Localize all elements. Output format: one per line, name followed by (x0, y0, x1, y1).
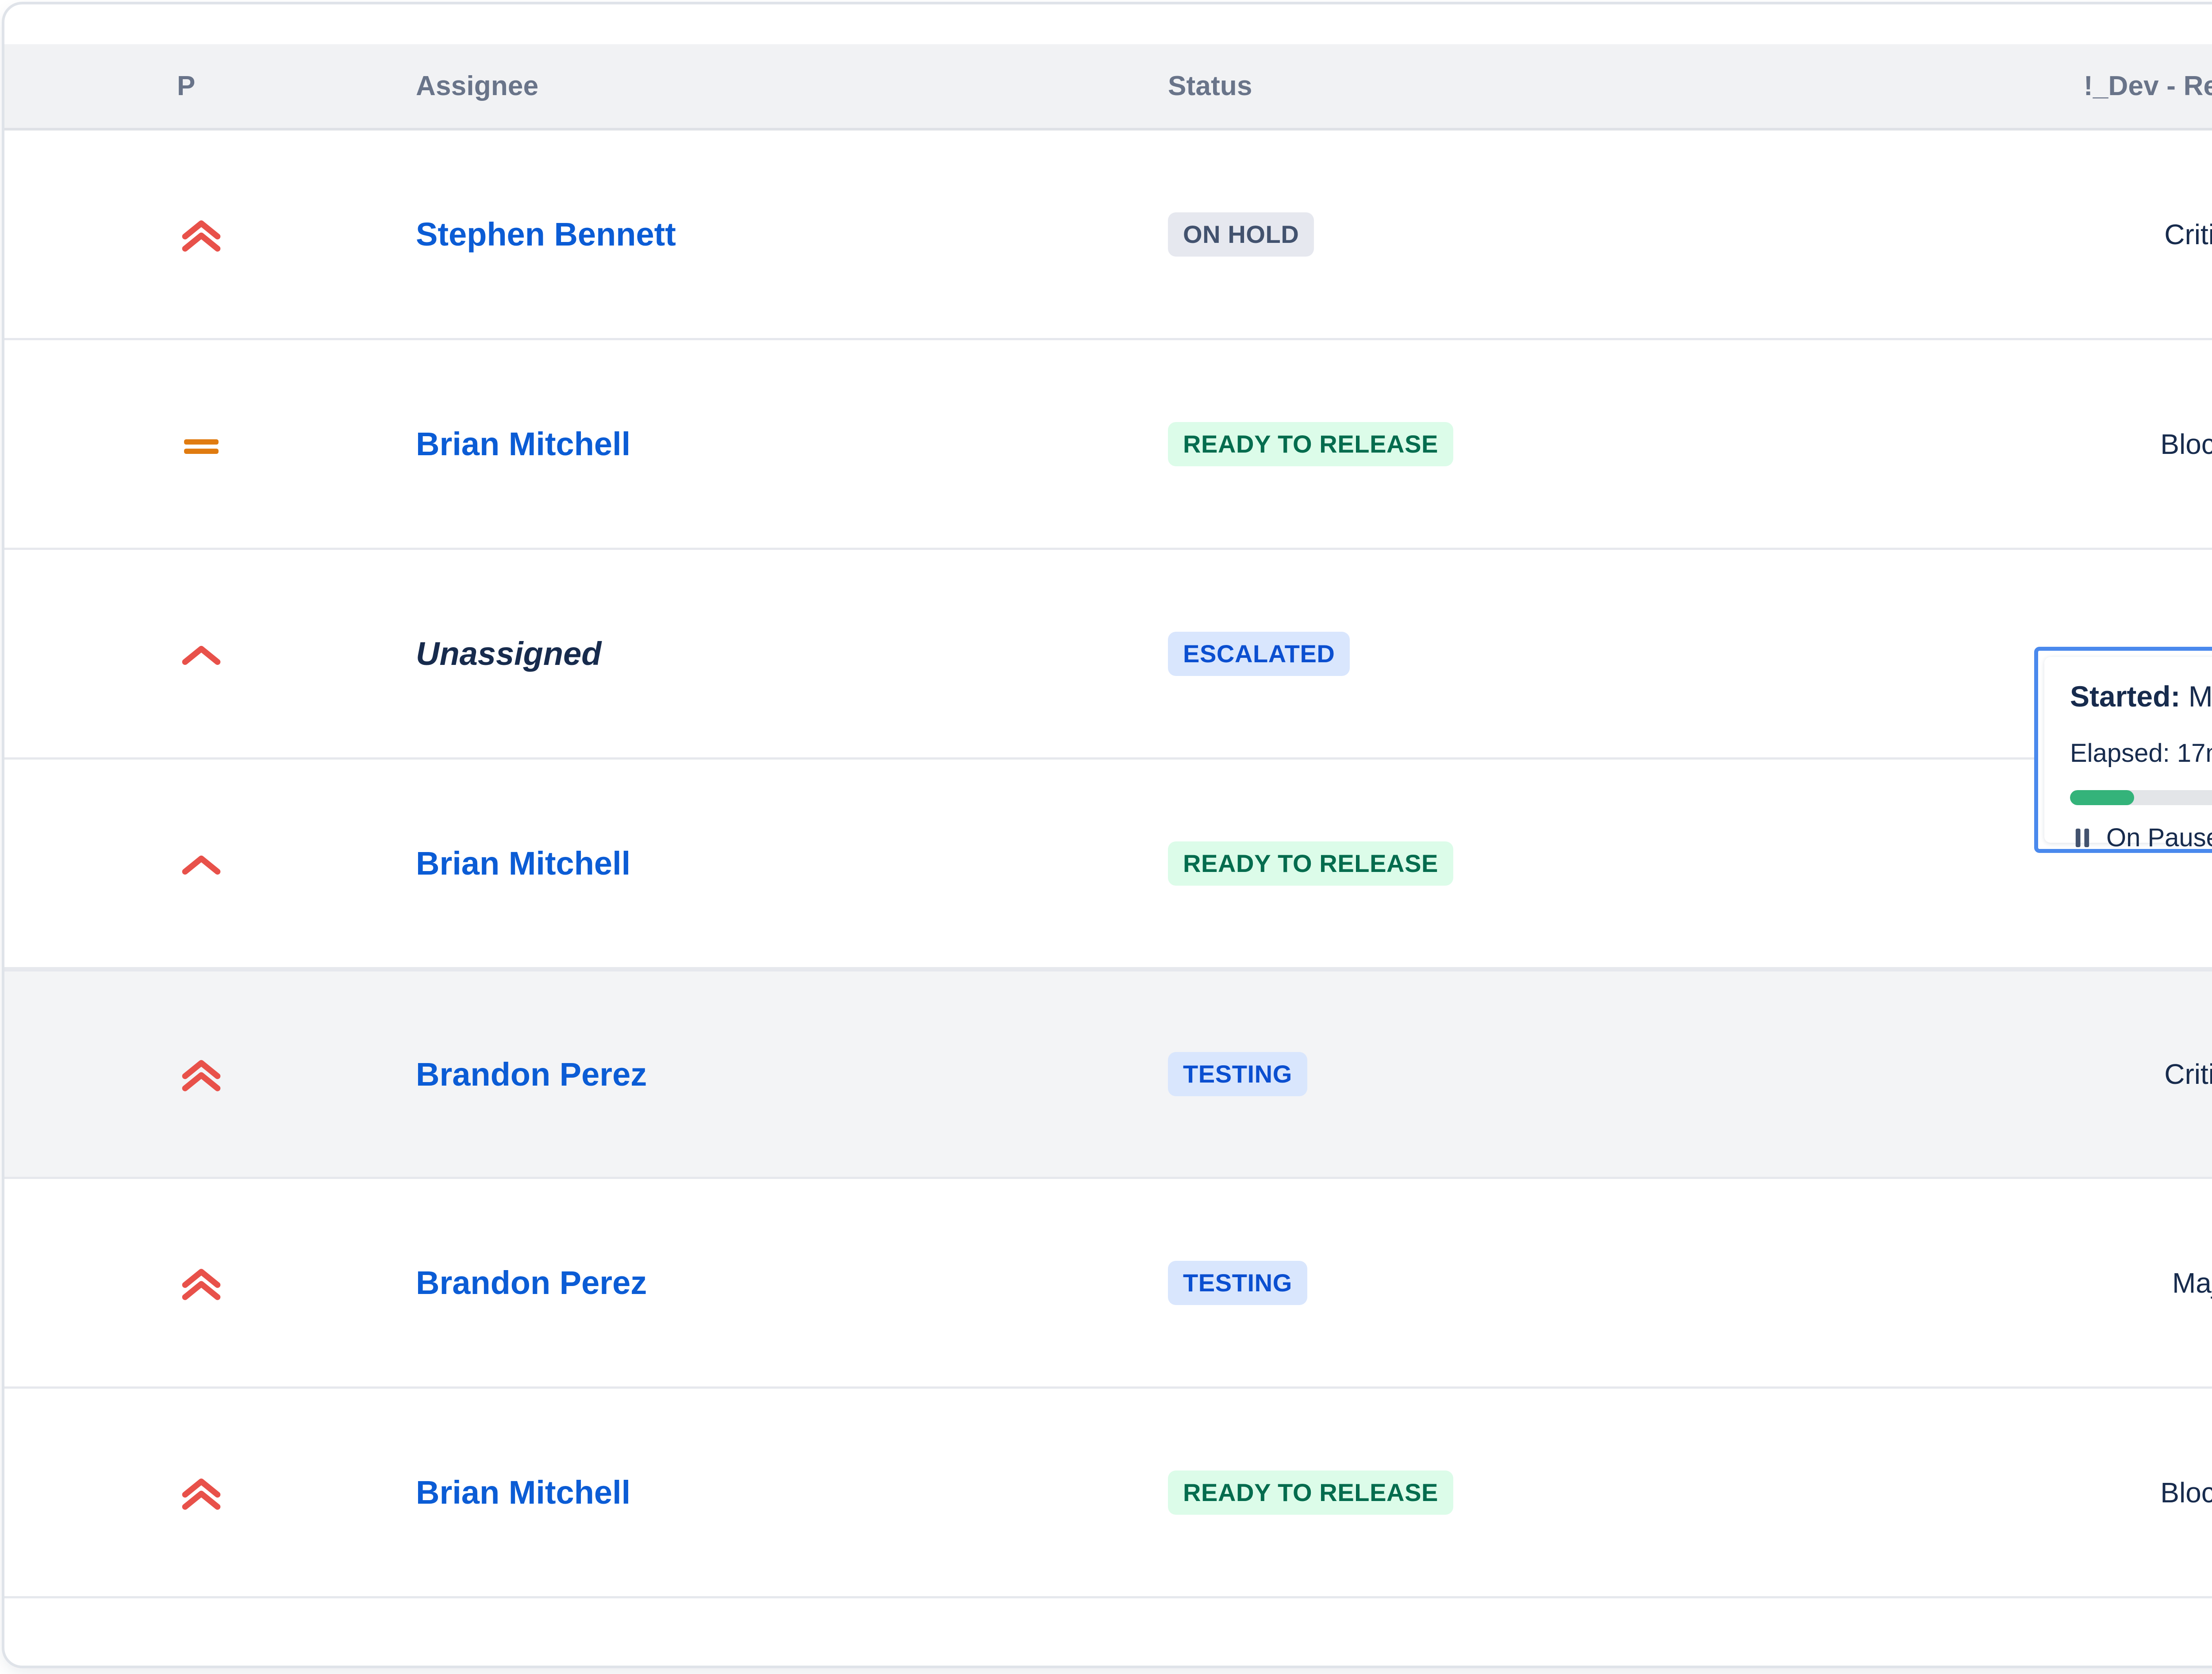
chevrons-up-icon (182, 1478, 221, 1510)
resolution-level-label: Critical (2164, 218, 2212, 250)
status-badge[interactable]: TESTING (1168, 1052, 1307, 1096)
status-badge[interactable]: READY TO RELEASE (1168, 422, 1453, 466)
cell-resolution-time: Critical2h 12m (2044, 131, 2212, 338)
table-row[interactable]: Brian Mitchell READY TO RELEASE (4, 760, 2212, 969)
popup-started-value: May 21, 2025, at 10:53 AM (2188, 680, 2212, 713)
assignee-link[interactable]: Brian Mitchell (416, 1474, 631, 1511)
cell-resolution-time: Major3h 12m (2044, 1179, 2212, 1386)
cell-priority (4, 131, 354, 338)
cell-status: READY TO RELEASE (1168, 760, 2044, 967)
cell-priority (4, 1179, 354, 1386)
assignee-link[interactable]: Brian Mitchell (416, 426, 631, 462)
cell-assignee: Brian Mitchell (354, 340, 1168, 548)
status-badge[interactable]: READY TO RELEASE (1168, 1470, 1453, 1515)
assignee-link[interactable]: Unassigned (416, 635, 602, 672)
chevron-up-icon (182, 645, 221, 665)
status-badge[interactable]: ESCALATED (1168, 631, 1350, 676)
cell-status: ESCALATED (1168, 550, 2044, 757)
table-row[interactable]: Brandon Perez TESTING Critical2h 12m (4, 969, 2212, 1179)
popup-started-label: Started: (2070, 680, 2181, 713)
popup-progress-bar (2070, 790, 2212, 805)
cell-resolution-time: Blocker1h 26m (2044, 1389, 2212, 1596)
popup-progress-fill (2070, 790, 2135, 805)
column-header-assignee[interactable]: Assignee (416, 71, 539, 101)
resolution-level-label: Critical (2164, 1058, 2212, 1090)
assignee-link[interactable]: Stephen Bennett (416, 216, 676, 253)
assignee-link[interactable]: Brandon Perez (416, 1264, 647, 1301)
cell-priority (4, 550, 354, 757)
resolution-level-label: Blocker (2160, 1476, 2212, 1509)
table-row[interactable]: Brandon Perez TESTING Major3h 12m (4, 1179, 2212, 1389)
popup-on-pause-label: On Pause (2106, 823, 2212, 852)
cell-status: TESTING (1168, 1179, 2044, 1386)
column-header-priority[interactable]: P (177, 71, 196, 101)
table-header-row: P Assignee Status !_Dev - Resolution tim… (4, 44, 2212, 131)
pause-icon (2075, 828, 2089, 847)
timer-details-popup: Started: May 21, 2025, at 10:53 AM Elaps… (2034, 647, 2212, 853)
status-badge[interactable]: ON HOLD (1168, 212, 1314, 257)
cell-priority (4, 340, 354, 548)
cell-priority (4, 760, 354, 967)
cell-status: READY TO RELEASE (1168, 340, 2044, 548)
cell-resolution-time: Critical2h 12m (2044, 971, 2212, 1177)
cell-assignee: Brian Mitchell (354, 1389, 1168, 1596)
table-row[interactable]: Stephen Bennett ON HOLD Critical2h 12m (4, 131, 2212, 340)
cell-assignee: Brandon Perez (354, 1179, 1168, 1386)
equals-icon (184, 439, 219, 454)
status-badge[interactable]: TESTING (1168, 1260, 1307, 1305)
status-badge[interactable]: READY TO RELEASE (1168, 841, 1453, 886)
cell-status: TESTING (1168, 971, 2044, 1177)
chevrons-up-icon (182, 1268, 221, 1300)
cell-priority (4, 971, 354, 1177)
cell-assignee: Stephen Bennett (354, 131, 1168, 338)
chevrons-up-icon (182, 1060, 221, 1091)
popup-elapsed: Elapsed: 17m (2070, 739, 2212, 768)
resolution-level-label: Major (2172, 1267, 2212, 1299)
cell-assignee: Brian Mitchell (354, 760, 1168, 967)
assignee-link[interactable]: Brandon Perez (416, 1056, 647, 1093)
table-row[interactable]: Brian Mitchell READY TO RELEASE Blocker1h … (4, 340, 2212, 550)
cell-assignee: Unassigned (354, 550, 1168, 757)
column-header-status[interactable]: Status (1168, 71, 1252, 101)
issues-table-card: P Assignee Status !_Dev - Resolution tim… (4, 4, 2212, 1666)
cell-priority (4, 1389, 354, 1596)
popup-started-line: Started: May 21, 2025, at 10:53 AM (2070, 682, 2212, 711)
cell-resolution-time: Blocker1h 12m (2044, 340, 2212, 548)
table-row[interactable]: Brian Mitchell READY TO RELEASE Blocker1h … (4, 1389, 2212, 1598)
cell-assignee: Brandon Perez (354, 971, 1168, 1177)
table-row[interactable]: Unassigned ESCALATED (4, 550, 2212, 760)
popup-actions: On Pause (2070, 823, 2212, 852)
cell-status: READY TO RELEASE (1168, 1389, 2044, 1596)
popup-metrics: Elapsed: 17m 12% Remaining: 2h 12m (2070, 734, 2212, 772)
column-header-resolution-time[interactable]: !_Dev - Resolution time (2084, 71, 2212, 101)
chevrons-up-icon (182, 220, 221, 252)
assignee-link[interactable]: Brian Mitchell (416, 845, 631, 882)
resolution-level-label: Blocker (2160, 428, 2212, 460)
popup-on-pause-button[interactable]: On Pause (2070, 823, 2212, 852)
chevron-up-icon (182, 855, 221, 875)
cell-status: ON HOLD (1168, 131, 2044, 338)
